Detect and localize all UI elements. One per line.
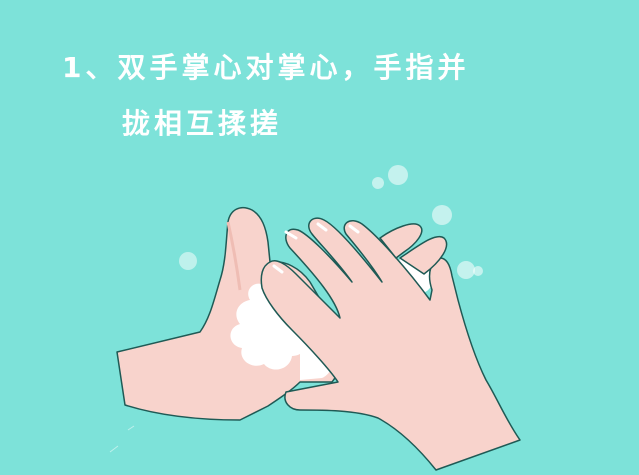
bubble [457,261,475,279]
bubble [388,165,408,185]
bubble [432,205,452,225]
soap-bubbles [179,165,483,279]
bubble [179,252,197,270]
instruction-line-1: 1、双手掌心对掌心，手指并 [62,51,470,84]
right-hand [260,217,521,471]
bubble [473,266,483,276]
instruction-line-2: 拢相互揉搓 [122,107,283,140]
water-drops [109,425,135,453]
bubble [372,177,384,189]
